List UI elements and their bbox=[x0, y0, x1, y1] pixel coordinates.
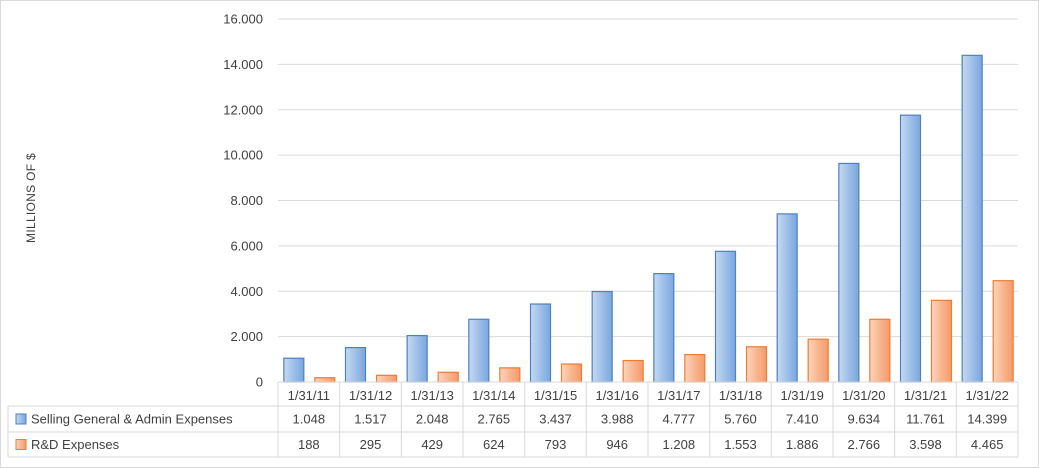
data-label-rd: 1.208 bbox=[663, 437, 696, 452]
y-axis-ticks: 0 2.000 4.000 6.000 8.000 10.000 12.000 14.000 1… bbox=[223, 12, 263, 390]
bar-rd bbox=[560, 363, 583, 383]
y-tick-label: 6.000 bbox=[230, 238, 263, 253]
bar-sga bbox=[283, 357, 305, 383]
data-label-sga: 11.761 bbox=[906, 412, 945, 427]
x-tick-label: 1/31/22 bbox=[965, 388, 1008, 403]
bar-sga bbox=[406, 334, 428, 383]
y-tick-label: 8.000 bbox=[230, 193, 263, 208]
data-label-rd: 1.886 bbox=[786, 437, 819, 452]
data-label-sga: 7.410 bbox=[786, 412, 819, 427]
data-label-sga: 1.517 bbox=[354, 412, 387, 427]
x-tick-label: 1/31/21 bbox=[904, 388, 947, 403]
bar-rd bbox=[622, 359, 644, 383]
gridlines bbox=[278, 18, 1018, 338]
data-label-rd: 429 bbox=[421, 437, 443, 452]
bar-rd bbox=[437, 371, 459, 383]
data-table: 1/31/11 1/31/12 1/31/13 1/31/14 1/31/15 1/31/… bbox=[7, 381, 1019, 458]
data-label-sga: 9.634 bbox=[848, 412, 881, 427]
x-tick-label: 1/31/17 bbox=[657, 388, 700, 403]
bar-rd bbox=[499, 367, 521, 383]
bar-sga bbox=[961, 54, 983, 383]
data-label-sga: 3.437 bbox=[539, 412, 572, 427]
bar-rd bbox=[375, 374, 398, 383]
bar-sga bbox=[776, 213, 798, 383]
legend-label: R&D Expenses bbox=[31, 437, 120, 452]
bar-sga bbox=[591, 290, 613, 383]
bar-rd bbox=[869, 318, 891, 383]
data-label-sga: 3.988 bbox=[601, 412, 634, 427]
data-label-rd: 4.465 bbox=[971, 437, 1004, 452]
x-tick-label: 1/31/18 bbox=[719, 388, 762, 403]
y-tick-label: 2.000 bbox=[230, 329, 263, 344]
data-label-rd: 3.598 bbox=[909, 437, 942, 452]
data-label-sga: 14.399 bbox=[967, 412, 1007, 427]
data-label-sga: 5.760 bbox=[724, 412, 757, 427]
data-label-rd: 946 bbox=[606, 437, 628, 452]
x-tick-label: 1/31/12 bbox=[349, 388, 392, 403]
bar-sga bbox=[468, 318, 490, 383]
bar-rd bbox=[745, 346, 768, 383]
x-tick-label: 1/31/20 bbox=[842, 388, 885, 403]
x-tick-label: 1/31/19 bbox=[780, 388, 823, 403]
x-tick-label: 1/31/16 bbox=[595, 388, 638, 403]
data-label-sga: 2.765 bbox=[478, 412, 511, 427]
x-tick-label: 1/31/14 bbox=[472, 388, 515, 403]
bar-sga bbox=[653, 273, 675, 383]
bar-rd bbox=[992, 280, 1014, 383]
data-label-rd: 1.553 bbox=[724, 437, 757, 452]
bar-sga bbox=[529, 303, 552, 383]
bar-rd bbox=[314, 377, 336, 383]
x-tick-label: 1/31/13 bbox=[410, 388, 453, 403]
bar-rd bbox=[807, 338, 829, 383]
bar-sga bbox=[344, 346, 367, 383]
y-tick-label: 14.000 bbox=[223, 57, 263, 72]
x-tick-label: 1/31/11 bbox=[288, 388, 330, 403]
bar-rd bbox=[684, 353, 706, 383]
y-tick-label: 12.000 bbox=[223, 102, 263, 117]
bar-sga bbox=[899, 114, 922, 383]
bar-rd bbox=[930, 299, 953, 383]
x-tick-label: 1/31/15 bbox=[534, 388, 577, 403]
data-label-rd: 2.766 bbox=[848, 437, 881, 452]
y-tick-label: 16.000 bbox=[223, 12, 263, 27]
bars bbox=[283, 54, 1014, 383]
bar-sga bbox=[838, 162, 860, 383]
data-label-sga: 4.777 bbox=[663, 412, 696, 427]
data-label-rd: 793 bbox=[545, 437, 567, 452]
data-label-rd: 624 bbox=[483, 437, 505, 452]
data-label-sga: 1.048 bbox=[293, 412, 326, 427]
legend-key-rd bbox=[15, 439, 27, 450]
data-label-sga: 2.048 bbox=[416, 412, 449, 427]
legend-key-sga bbox=[15, 413, 27, 425]
data-label-rd: 295 bbox=[360, 437, 382, 452]
y-tick-label: 10.000 bbox=[223, 148, 263, 163]
data-label-rd: 188 bbox=[298, 437, 320, 452]
legend-label: Selling General & Admin Expenses bbox=[31, 412, 233, 427]
y-axis-label: MILLIONS OF $ bbox=[24, 153, 38, 243]
y-tick-label: 0 bbox=[256, 375, 263, 390]
y-tick-label: 4.000 bbox=[230, 284, 263, 299]
bar-sga bbox=[714, 250, 737, 383]
